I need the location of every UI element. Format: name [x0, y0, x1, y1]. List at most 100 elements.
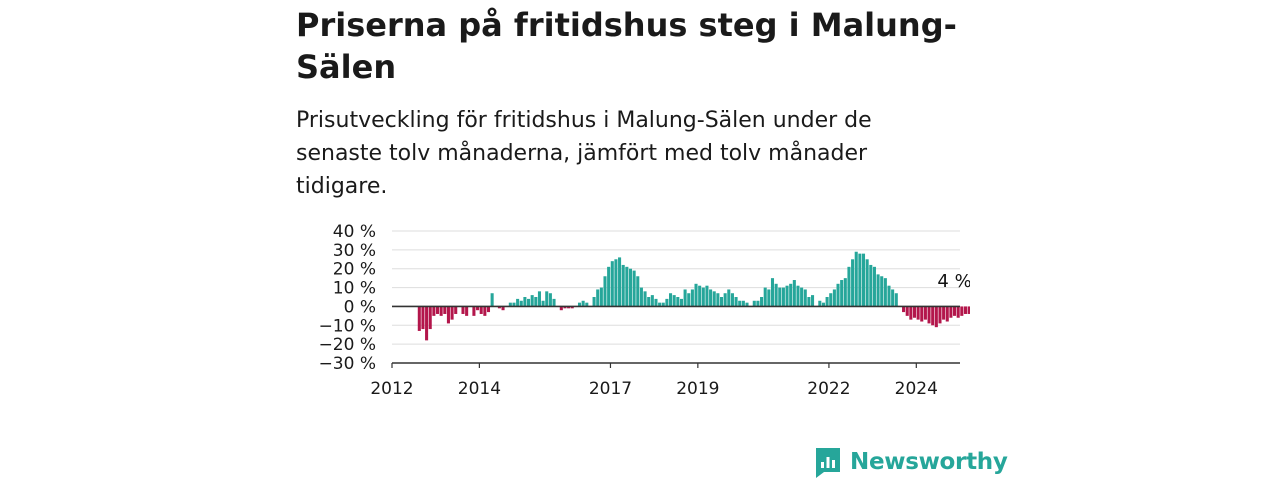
bar: [789, 283, 793, 307]
bar: [676, 297, 680, 307]
bar: [559, 306, 563, 311]
bar: [516, 298, 520, 307]
bar: [719, 297, 724, 307]
bars: [417, 251, 970, 341]
bar: [628, 268, 633, 307]
bar: [796, 285, 800, 307]
bar: [665, 298, 669, 307]
bar: [894, 293, 898, 307]
bar: [577, 302, 582, 307]
bar: [639, 287, 643, 307]
bar: [541, 300, 545, 307]
bar: [705, 285, 709, 307]
bar: [607, 266, 611, 307]
bar: [527, 298, 531, 307]
bar: [960, 306, 964, 316]
y-tick-label: 10 %: [333, 279, 376, 299]
bar: [942, 306, 946, 320]
bar: [811, 295, 815, 307]
bar: [537, 291, 541, 307]
bar: [963, 306, 967, 314]
bar: [778, 287, 782, 307]
bar: [949, 306, 953, 318]
bar: [581, 300, 585, 307]
bar: [483, 306, 487, 316]
bar: [563, 306, 567, 309]
bar: [672, 295, 676, 307]
bar: [832, 289, 836, 307]
bar: [891, 289, 895, 307]
bar: [694, 283, 698, 307]
y-tick-label: −30 %: [319, 354, 376, 374]
bar: [432, 306, 436, 316]
bar: [435, 306, 440, 314]
x-tick-label: 2024: [895, 379, 938, 399]
bar: [599, 287, 603, 307]
bar: [847, 266, 851, 307]
y-tick-label: 30 %: [333, 241, 376, 261]
bar: [934, 306, 938, 328]
bar: [861, 253, 866, 307]
bar: [905, 306, 909, 316]
bar: [912, 306, 917, 318]
bar: [727, 289, 731, 307]
bar: [679, 298, 683, 307]
y-tick-label: 0 %: [344, 297, 376, 317]
bar: [956, 306, 960, 318]
bar: [774, 283, 778, 307]
bar: [880, 276, 884, 307]
bar: [647, 297, 651, 307]
bar: [654, 298, 658, 307]
x-tick-label: 2014: [458, 379, 501, 399]
bar: [858, 253, 862, 307]
bar: [443, 306, 447, 314]
bar: [851, 259, 855, 307]
bar: [854, 251, 858, 307]
bar: [800, 287, 804, 307]
bar: [625, 266, 629, 307]
chart-title: Priserna på fritidshus steg i Malung-Säl…: [296, 6, 957, 86]
bar: [760, 297, 764, 307]
bar: [650, 295, 654, 307]
bar: [883, 278, 887, 307]
bar: [738, 300, 742, 307]
bar: [421, 306, 425, 330]
bar: [552, 298, 556, 307]
bar: [836, 283, 840, 307]
bar: [920, 306, 924, 322]
bar: [698, 285, 702, 307]
x-tick-label: 2022: [807, 379, 850, 399]
bar: [465, 306, 469, 316]
bar: [428, 306, 432, 330]
x-tick-label: 2019: [676, 379, 719, 399]
bar: [770, 278, 775, 307]
bar: [741, 300, 745, 307]
bar: [745, 302, 749, 307]
bar: [953, 306, 957, 316]
bar: [658, 302, 662, 307]
bar: [425, 306, 429, 341]
bar: [476, 306, 480, 311]
bar: [530, 295, 534, 307]
bar: [821, 302, 825, 307]
bar: [840, 280, 844, 307]
y-tick-label: −10 %: [319, 316, 376, 336]
tick-labels: 40 %30 %20 %10 %0 %−10 %−20 %−30 % 2012 20…: [319, 222, 970, 399]
bar: [712, 291, 716, 307]
bar: [669, 293, 673, 307]
bar: [938, 306, 942, 324]
axes: [391, 305, 960, 368]
bar: [636, 276, 640, 307]
bar: [508, 302, 512, 307]
bar: [945, 306, 949, 322]
bar: [723, 293, 727, 307]
bar: [643, 291, 647, 307]
bar: [869, 264, 873, 307]
bar: [545, 291, 549, 307]
bar-chart: 40 %30 %20 %10 %0 %−10 %−20 %−30 % 2012 20…: [319, 222, 970, 399]
bar: [417, 306, 421, 331]
chart-subtitle: Prisutveckling för fritidshus i Malung-S…: [296, 108, 872, 199]
bar: [872, 266, 876, 307]
bar: [618, 257, 622, 307]
bar: [752, 300, 756, 307]
